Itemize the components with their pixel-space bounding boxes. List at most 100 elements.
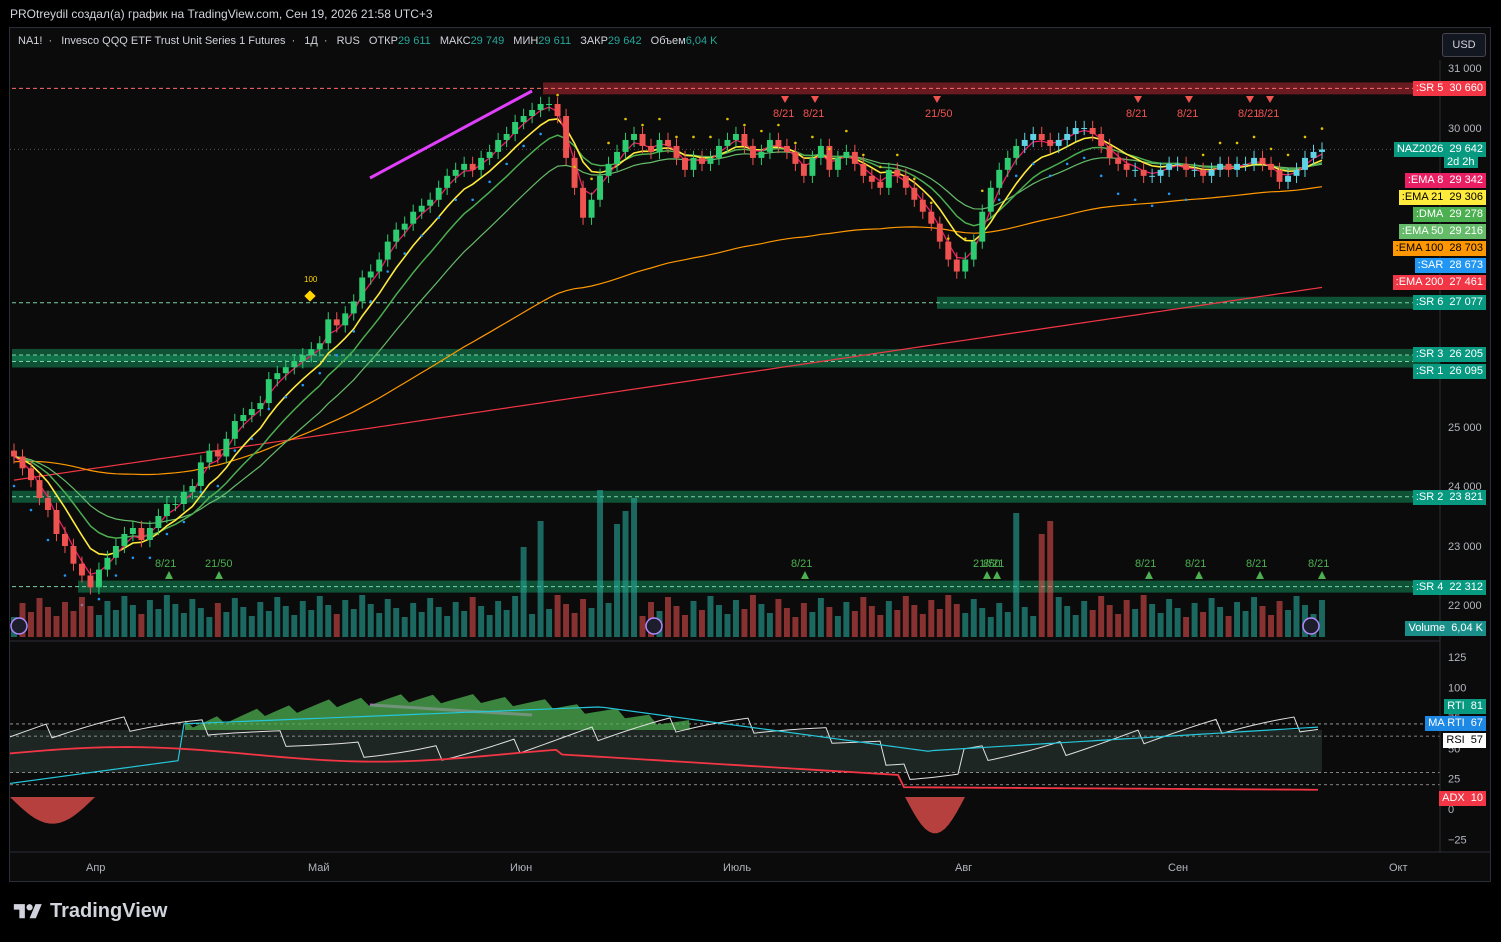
series-label-2[interactable]: :EMA 21 29 306 xyxy=(1398,190,1486,205)
signal-bottom-text: 8/21 xyxy=(155,558,176,570)
signal-top-text: 8/21 xyxy=(1238,108,1259,120)
volume-bar xyxy=(749,595,756,637)
high-value: 29 749 xyxy=(470,35,505,47)
time-tick: Май xyxy=(308,862,330,874)
volume-bar xyxy=(1166,599,1173,637)
series-label-0-value: 29 642 xyxy=(1446,142,1486,157)
candle xyxy=(868,175,875,182)
volume-bar xyxy=(257,602,264,637)
level-label-0[interactable]: :SR 5 30 660 xyxy=(1412,81,1486,96)
sr-zone-0 xyxy=(543,82,1440,95)
sar-dot xyxy=(624,117,627,121)
candle xyxy=(520,116,527,122)
currency-button[interactable]: USD xyxy=(1442,33,1486,57)
signal-bottom-text: 8/21 xyxy=(1135,558,1156,570)
level-label-0-value: 30 660 xyxy=(1446,81,1486,96)
osc-label-0[interactable]: RTI 81 xyxy=(1444,699,1486,714)
volume-bar xyxy=(699,610,705,637)
osc-label-2[interactable]: RSI 57 xyxy=(1443,733,1486,748)
level-label-5[interactable]: :SR 4 22 312 xyxy=(1412,580,1486,595)
candle xyxy=(682,157,688,170)
signal-top-triangle xyxy=(1134,96,1142,103)
series-label-4-name: :EMA 50 xyxy=(1398,224,1447,239)
osc-label-1[interactable]: MA RTI 67 xyxy=(1425,716,1486,731)
sar-dot xyxy=(386,270,390,273)
candle xyxy=(877,181,884,188)
candle xyxy=(563,116,570,158)
candle xyxy=(418,205,425,212)
sar-dot xyxy=(658,117,661,121)
series-label-3[interactable]: :DMA 29 278 xyxy=(1412,207,1486,222)
candle xyxy=(104,557,111,570)
sar-dot xyxy=(233,449,237,452)
candle xyxy=(1047,139,1054,146)
signal-top-triangle xyxy=(1185,96,1193,103)
osc-label-3[interactable]: ADX 10 xyxy=(1439,791,1486,806)
volume-bar xyxy=(444,616,451,637)
series-label-5[interactable]: :EMA 100 28 703 xyxy=(1392,241,1486,256)
candle xyxy=(766,139,773,152)
volume-bar xyxy=(707,596,714,637)
volume-bar xyxy=(868,606,875,637)
low-label: МИН xyxy=(513,35,539,47)
signal-bottom-triangle xyxy=(1195,571,1203,579)
signal-top-text: 8/21 xyxy=(1177,108,1198,120)
close-label: ЗАКР xyxy=(580,35,608,47)
volume-bar xyxy=(945,595,952,637)
sar-dot xyxy=(1218,141,1222,145)
osc-label-2-value: 57 xyxy=(1467,733,1486,748)
volume-bar xyxy=(1200,612,1207,637)
level-label-2[interactable]: :SR 3 26 205 xyxy=(1412,347,1486,362)
volume-bar xyxy=(1004,612,1011,637)
volume-bar xyxy=(690,601,697,637)
sar-dot xyxy=(522,144,525,148)
volume-bar xyxy=(299,601,306,637)
volume-bar xyxy=(919,614,926,637)
volume-bar xyxy=(223,612,230,637)
sr-zone-5 xyxy=(78,580,1440,593)
candle xyxy=(851,151,858,164)
candle xyxy=(783,145,790,152)
candle xyxy=(1030,133,1037,140)
price-tick: 23 000 xyxy=(1448,541,1482,553)
level-label-1[interactable]: :SR 6 27 077 xyxy=(1412,295,1486,310)
volume-bar xyxy=(1157,613,1164,637)
series-label-1[interactable]: :EMA 8 29 342 xyxy=(1404,173,1486,188)
series-label-0[interactable]: NAZ2026 29 642 xyxy=(1393,142,1486,157)
close-value: 29 642 xyxy=(607,35,642,47)
sar-dot xyxy=(505,162,508,166)
candle xyxy=(350,301,357,314)
level-label-3-name: :SR 1 xyxy=(1412,364,1447,379)
time-tick: Июн xyxy=(510,862,532,874)
volume-bar xyxy=(911,605,918,637)
signal-bottom-text: 21/50 xyxy=(205,558,233,570)
volume-bar xyxy=(70,611,77,637)
candle xyxy=(1149,175,1156,177)
volume-scale-label[interactable]: Volume 6,04 K xyxy=(1405,621,1486,636)
volume-bar xyxy=(783,608,790,637)
sar-dot xyxy=(63,574,67,577)
sar-dot xyxy=(896,153,899,157)
signal-bottom-triangle xyxy=(165,571,173,579)
candle xyxy=(1055,139,1062,146)
sar-dot xyxy=(743,123,746,127)
interval[interactable]: 1Д xyxy=(304,35,318,47)
series-label-7[interactable]: :EMA 200 27 461 xyxy=(1392,275,1486,290)
level-label-4[interactable]: :SR 2 23 821 xyxy=(1412,490,1486,505)
tradingview-logo[interactable]: TradingView xyxy=(12,900,167,923)
series-label-7-name: :EMA 200 xyxy=(1392,275,1447,290)
volume-bar xyxy=(503,610,510,637)
candle xyxy=(401,223,408,230)
level-label-2-name: :SR 3 xyxy=(1412,347,1447,362)
volume-bar xyxy=(936,609,943,637)
candle xyxy=(996,169,1003,188)
series-label-6[interactable]: :SAR 28 673 xyxy=(1414,258,1486,273)
volume-bar xyxy=(571,613,578,637)
chart-frame[interactable] xyxy=(9,27,1491,882)
level-label-3[interactable]: :SR 1 26 095 xyxy=(1412,364,1486,379)
series-label-4[interactable]: :EMA 50 29 216 xyxy=(1398,224,1486,239)
symbol[interactable]: NA1! xyxy=(18,35,43,47)
candle xyxy=(19,456,26,469)
candle xyxy=(274,373,281,380)
